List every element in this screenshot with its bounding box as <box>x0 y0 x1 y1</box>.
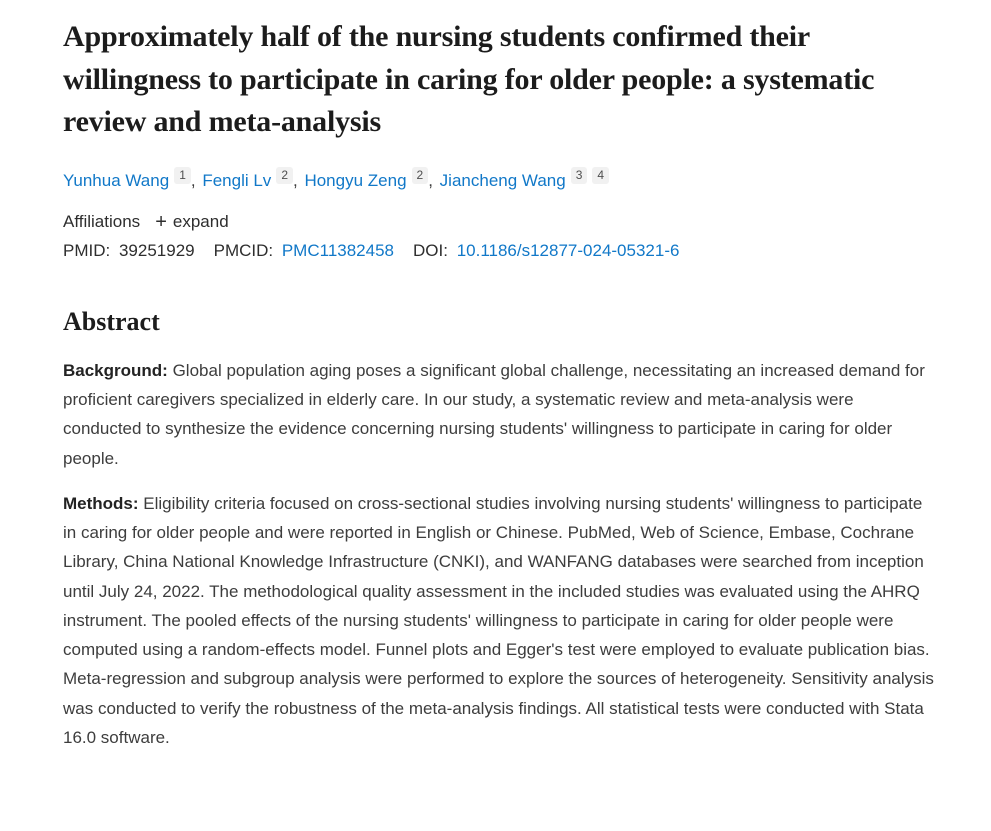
affiliation-superscript: 3 <box>570 166 588 184</box>
author-separator: , <box>190 170 201 190</box>
methods-label: Methods: <box>63 493 139 513</box>
authors-list: Yunhua Wang 1, Fengli Lv 2, Hongyu Zeng 2, … <box>63 166 935 191</box>
abstract-methods-paragraph: Methods: Eligibility criteria focused on… <box>63 489 935 752</box>
plus-icon: + <box>155 210 167 233</box>
author-link[interactable]: Fengli Lv <box>202 170 272 190</box>
affiliations-expand-button[interactable]: + expand <box>155 212 228 232</box>
affiliation-superscript: 2 <box>411 166 429 184</box>
article-title: Approximately half of the nursing studen… <box>63 20 875 139</box>
author-separator: , <box>293 170 303 190</box>
pmcid-label: PMCID: <box>213 240 274 260</box>
affiliations-label: Affiliations <box>63 211 141 231</box>
pmcid-group: PMCID: PMC11382458 <box>214 241 394 261</box>
pmcid-link[interactable]: PMC11382458 <box>281 240 394 260</box>
author-separator: , <box>428 170 438 190</box>
author: Yunhua Wang 1, <box>63 166 201 190</box>
background-label: Background: <box>63 360 168 380</box>
abstract-heading: Abstract <box>63 306 160 336</box>
pmid-value: 39251929 <box>118 240 195 260</box>
pmid-group: PMID: 39251929 <box>63 241 195 261</box>
author: Hongyu Zeng 2, <box>304 166 438 190</box>
author: Fengli Lv 2, <box>202 166 303 190</box>
background-text: Global population aging poses a signific… <box>63 360 925 468</box>
identifiers-row: PMID: 39251929 PMCID: PMC11382458 DOI: 1… <box>63 241 935 261</box>
doi-group: DOI: 10.1186/s12877-024-05321-6 <box>413 241 679 261</box>
abstract-background-paragraph: Background: Global population aging pose… <box>63 356 935 473</box>
doi-label: DOI: <box>413 240 448 260</box>
affiliation-superscript: 2 <box>276 166 293 184</box>
doi-link[interactable]: 10.1186/s12877-024-05321-6 <box>456 240 680 260</box>
methods-text: Eligibility criteria focused on cross-se… <box>63 493 934 747</box>
author-link[interactable]: Yunhua Wang <box>63 170 170 190</box>
affiliation-superscript: 4 <box>592 166 610 184</box>
affiliation-superscript: 1 <box>174 166 191 184</box>
article-page: Approximately half of the nursing studen… <box>63 20 935 752</box>
author-link[interactable]: Hongyu Zeng <box>304 170 407 190</box>
affiliations-row: Affiliations + expand <box>63 212 935 232</box>
pmid-label: PMID: <box>63 240 111 260</box>
author: Jiancheng Wang 3 4 <box>439 166 610 190</box>
expand-label: expand <box>172 211 229 231</box>
author-link[interactable]: Jiancheng Wang <box>439 170 566 190</box>
